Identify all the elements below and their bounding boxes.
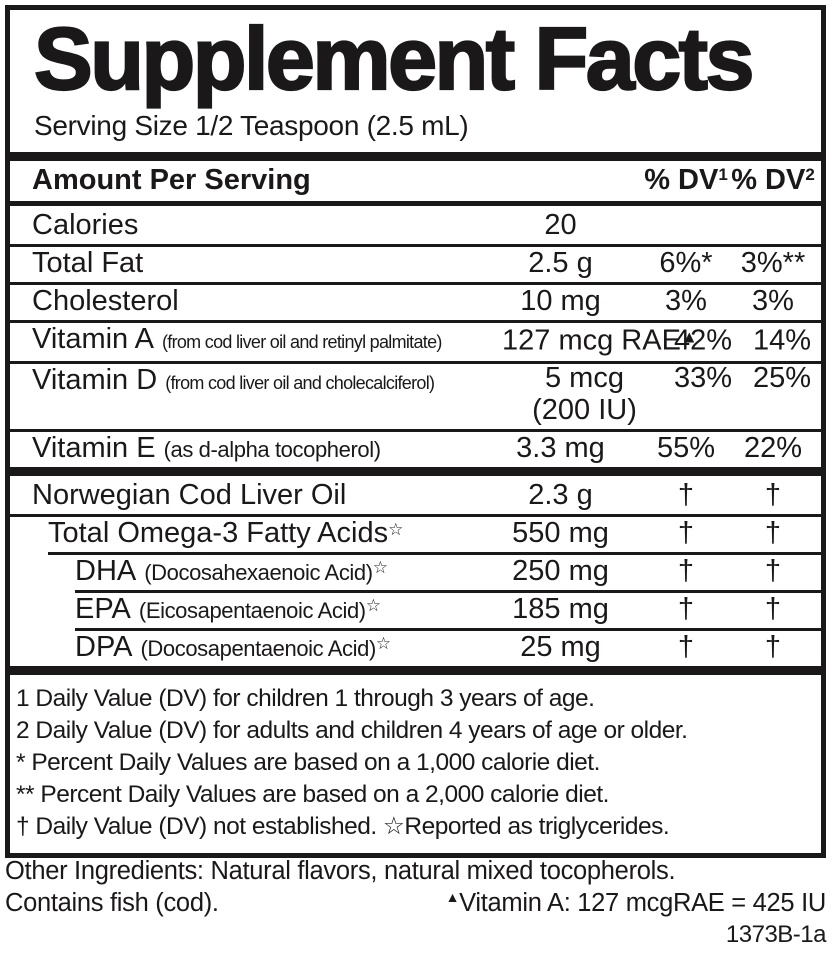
nutrient-name: Norwegian Cod Liver Oil: [32, 478, 347, 511]
nutrient-name: Vitamin E: [32, 431, 156, 464]
footnote-line: † Daily Value (DV) not established. ☆Rep…: [16, 813, 670, 841]
triangle-icon: ▲: [680, 327, 698, 347]
table-row-cholesterol: Cholesterol 10 mg 3% 3%: [10, 282, 821, 320]
dv2-value: †: [764, 630, 782, 663]
dv2-value: †: [764, 592, 782, 625]
supplement-facts-panel: Supplement Facts Serving Size 1/2 Teaspo…: [5, 5, 826, 859]
nutrient-source-note: (Eicosapentaenoic Acid): [138, 597, 366, 623]
dv1-column-header: % DV1: [643, 164, 729, 197]
nutrient-amount-alt: (200 IU): [532, 394, 637, 427]
dv1-value: 3%: [665, 284, 707, 317]
table-row-cod-liver-oil: Norwegian Cod Liver Oil 2.3 g † †: [10, 476, 821, 514]
dv2-value: †: [764, 478, 782, 511]
nutrient-name: Total Fat: [32, 246, 144, 279]
nutrient-name: DHA: [75, 554, 137, 587]
nutrient-amount: 2.3 g: [528, 478, 593, 511]
star-icon: ☆: [365, 595, 381, 615]
label-code: 1373B-1a: [725, 921, 827, 948]
dv1-value: †: [677, 630, 695, 663]
panel-title: Supplement Facts: [33, 9, 756, 108]
thick-divider-middle: [10, 467, 821, 477]
table-row-dha: DHA (Docosahexaenoic Acid)☆ 250 mg † †: [10, 552, 821, 590]
dv1-value: 33%: [673, 362, 733, 395]
dv1-value: 55%: [656, 431, 716, 464]
table-row-omega-3: Total Omega-3 Fatty Acids☆ 550 mg † †: [10, 514, 821, 552]
dv2-value: 3%: [752, 284, 794, 317]
table-row-epa: EPA (Eicosapentaenoic Acid)☆ 185 mg † †: [10, 590, 821, 628]
nutrient-source-note: (Docosapentaenoic Acid): [140, 635, 376, 661]
footnote-line: 2 Daily Value (DV) for adults and childr…: [16, 717, 688, 745]
dv2-value: 25%: [752, 362, 812, 395]
nutrient-source-note: (as d-alpha tocopherol): [163, 436, 381, 462]
nutrient-name: Vitamin A: [32, 323, 154, 356]
table-row-total-fat: Total Fat 2.5 g 6%* 3%**: [10, 244, 821, 282]
nutrient-amount: 127 mcg RAE: [502, 324, 681, 357]
amount-per-serving-header: Amount Per Serving: [32, 164, 311, 197]
vitamin-a-equivalence-note: ▲Vitamin A: 127 mcgRAE = 425 IU: [445, 889, 827, 917]
dv2-column-header: % DV2: [729, 164, 817, 197]
dv2-value: 14%: [752, 324, 812, 357]
triangle-icon: ▲: [445, 889, 460, 905]
serving-size: Serving Size 1/2 Teaspoon (2.5 mL): [34, 110, 469, 142]
nutrient-amount: 10 mg: [520, 284, 601, 317]
dv2-value: †: [764, 554, 782, 587]
nutrient-amount: 550 mg: [512, 516, 609, 549]
dv2-value: 3%**: [740, 246, 806, 279]
nutrient-amount: 250 mg: [512, 554, 609, 587]
table-row-vitamin-e: Vitamin E (as d-alpha tocopherol) 3.3 mg …: [10, 429, 821, 467]
table-row-vitamin-d: Vitamin D (from cod liver oil and choleca…: [10, 361, 821, 429]
dv2-superscript: 2: [805, 165, 815, 185]
thick-divider-bottom: [10, 666, 821, 676]
dv1-value: †: [677, 478, 695, 511]
nutrient-name: Vitamin D: [32, 364, 158, 397]
footnote-line: 1 Daily Value (DV) for children 1 throug…: [16, 685, 595, 713]
dv1-label: % DV: [644, 164, 719, 197]
dv2-label: % DV: [731, 164, 806, 197]
nutrient-amount: 3.3 mg: [516, 431, 605, 464]
dv1-value: †: [677, 516, 695, 549]
dv1-value: 6%*: [659, 246, 713, 279]
nutrient-name: Total Omega-3 Fatty Acids: [48, 516, 389, 549]
footnotes-section: 1 Daily Value (DV) for children 1 throug…: [10, 675, 821, 853]
table-row-dpa: DPA (Docosapentaenoic Acid)☆ 25 mg † †: [10, 628, 821, 666]
dv1-value: 42%: [673, 324, 733, 357]
dv2-value: 22%: [743, 431, 803, 464]
dv1-superscript: 1: [718, 165, 728, 185]
footnote-line: * Percent Daily Values are based on a 1,…: [16, 749, 600, 777]
nutrient-source-note: (from cod liver oil and retinyl palmitat…: [161, 332, 442, 353]
nutrient-amount: 20: [544, 208, 577, 241]
contains-allergen-text: Contains fish (cod).: [5, 889, 219, 917]
table-row-vitamin-a: Vitamin A (from cod liver oil and retinyl…: [10, 320, 821, 361]
table-header-row: Amount Per Serving % DV1 % DV2: [10, 161, 821, 207]
nutrient-name: Calories: [32, 208, 139, 241]
star-icon: ☆: [375, 633, 392, 653]
dv1-value: †: [677, 554, 695, 587]
other-ingredients-text: Other Ingredients: Natural flavors, natu…: [5, 857, 676, 885]
star-icon: ☆: [372, 557, 388, 577]
thick-divider-top: [10, 152, 821, 162]
nutrient-amount: 185 mg: [512, 592, 609, 625]
nutrient-source-note: (from cod liver oil and cholecalciferol): [165, 373, 435, 394]
table-row-calories: Calories 20: [10, 206, 821, 244]
nutrient-name: EPA: [75, 592, 131, 625]
nutrient-amount: 5 mcg: [545, 362, 624, 395]
bottom-notes-section: Other Ingredients: Natural flavors, natu…: [5, 857, 827, 949]
dv2-value: †: [764, 516, 782, 549]
star-icon: ☆: [388, 519, 404, 539]
nutrient-name: Cholesterol: [32, 284, 179, 317]
nutrient-source-note: (Docosahexaenoic Acid): [144, 559, 373, 585]
nutrient-name: DPA: [75, 630, 133, 663]
dv1-value: †: [677, 592, 695, 625]
footnote-line: ** Percent Daily Values are based on a 2…: [16, 781, 609, 809]
nutrient-amount: 2.5 g: [528, 246, 593, 279]
nutrient-amount: 25 mg: [520, 630, 601, 663]
